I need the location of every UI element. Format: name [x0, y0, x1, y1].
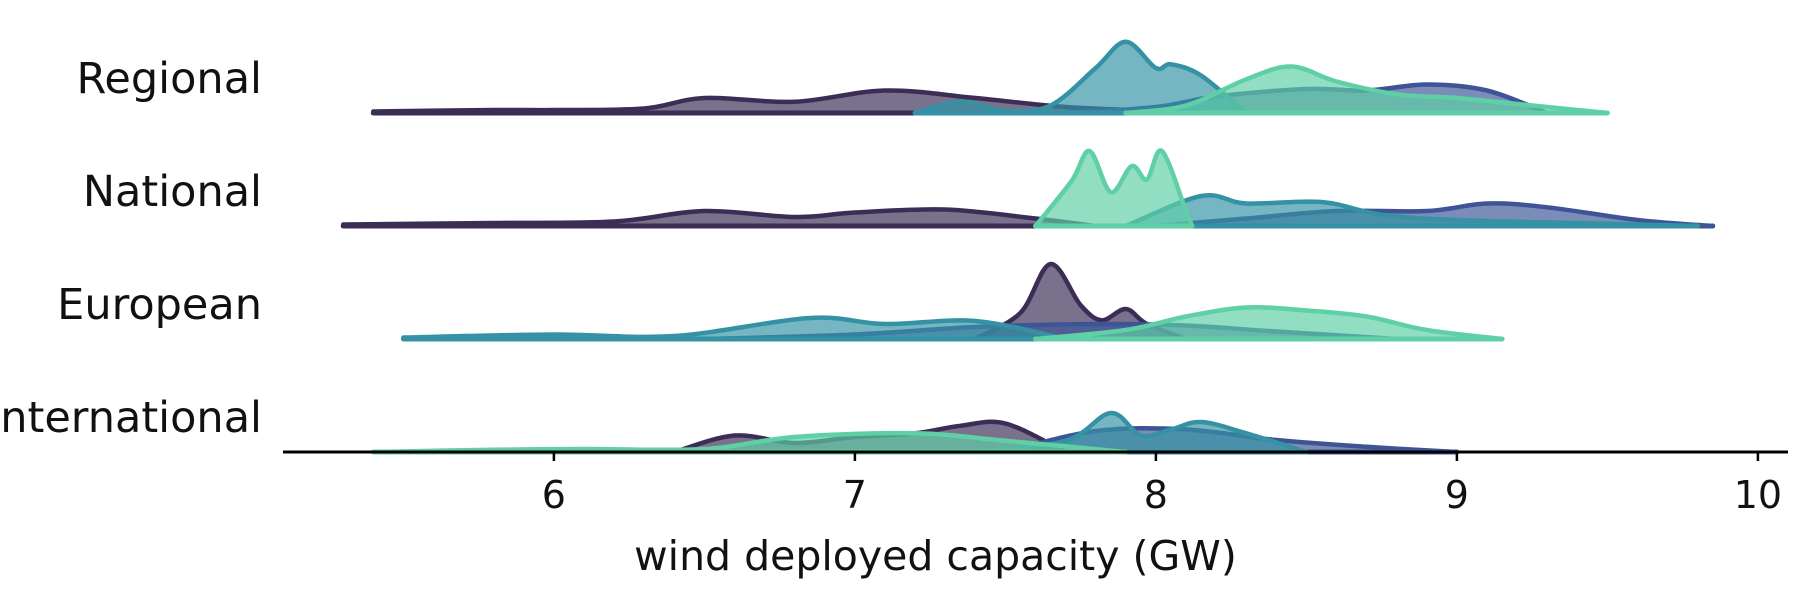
row-label: National	[83, 167, 262, 217]
x-tick-label: 10	[1734, 473, 1782, 517]
density-curve	[1033, 148, 1195, 229]
density-curve	[973, 410, 1309, 455]
x-axis-title: wind deployed capacity (GW)	[634, 532, 1237, 580]
x-tick-label: 9	[1445, 473, 1469, 517]
x-tick-label: 6	[542, 473, 566, 517]
ridge-regional	[370, 39, 1610, 116]
density-area	[975, 412, 1307, 452]
density-area	[343, 209, 1096, 226]
density-area	[975, 263, 1186, 339]
density-curve	[401, 315, 1068, 342]
ridge-national	[340, 148, 1716, 229]
density-area	[1035, 307, 1503, 339]
x-axis: 6 7 8 9 10 wind deployed capacity (GW)	[283, 450, 1788, 580]
density-area	[373, 433, 1126, 452]
density-area	[403, 317, 1066, 339]
x-tick-label: 7	[843, 473, 867, 517]
density-curve	[340, 207, 1098, 229]
density-area	[373, 90, 1217, 113]
density-curve	[1033, 305, 1505, 342]
x-tick-label: 8	[1144, 473, 1168, 517]
density-curve	[912, 39, 1249, 116]
ridge-international	[370, 410, 1460, 455]
density-curve	[1123, 64, 1610, 116]
row-label: International	[0, 393, 262, 443]
ridge-european	[400, 261, 1505, 342]
ridges-layer	[340, 39, 1716, 455]
density-area	[915, 41, 1247, 113]
density-curve	[1123, 192, 1700, 229]
row-labels: Regional National European International	[0, 54, 262, 443]
row-label: Regional	[76, 54, 262, 104]
density-area	[1125, 195, 1698, 226]
row-label: European	[57, 280, 262, 330]
